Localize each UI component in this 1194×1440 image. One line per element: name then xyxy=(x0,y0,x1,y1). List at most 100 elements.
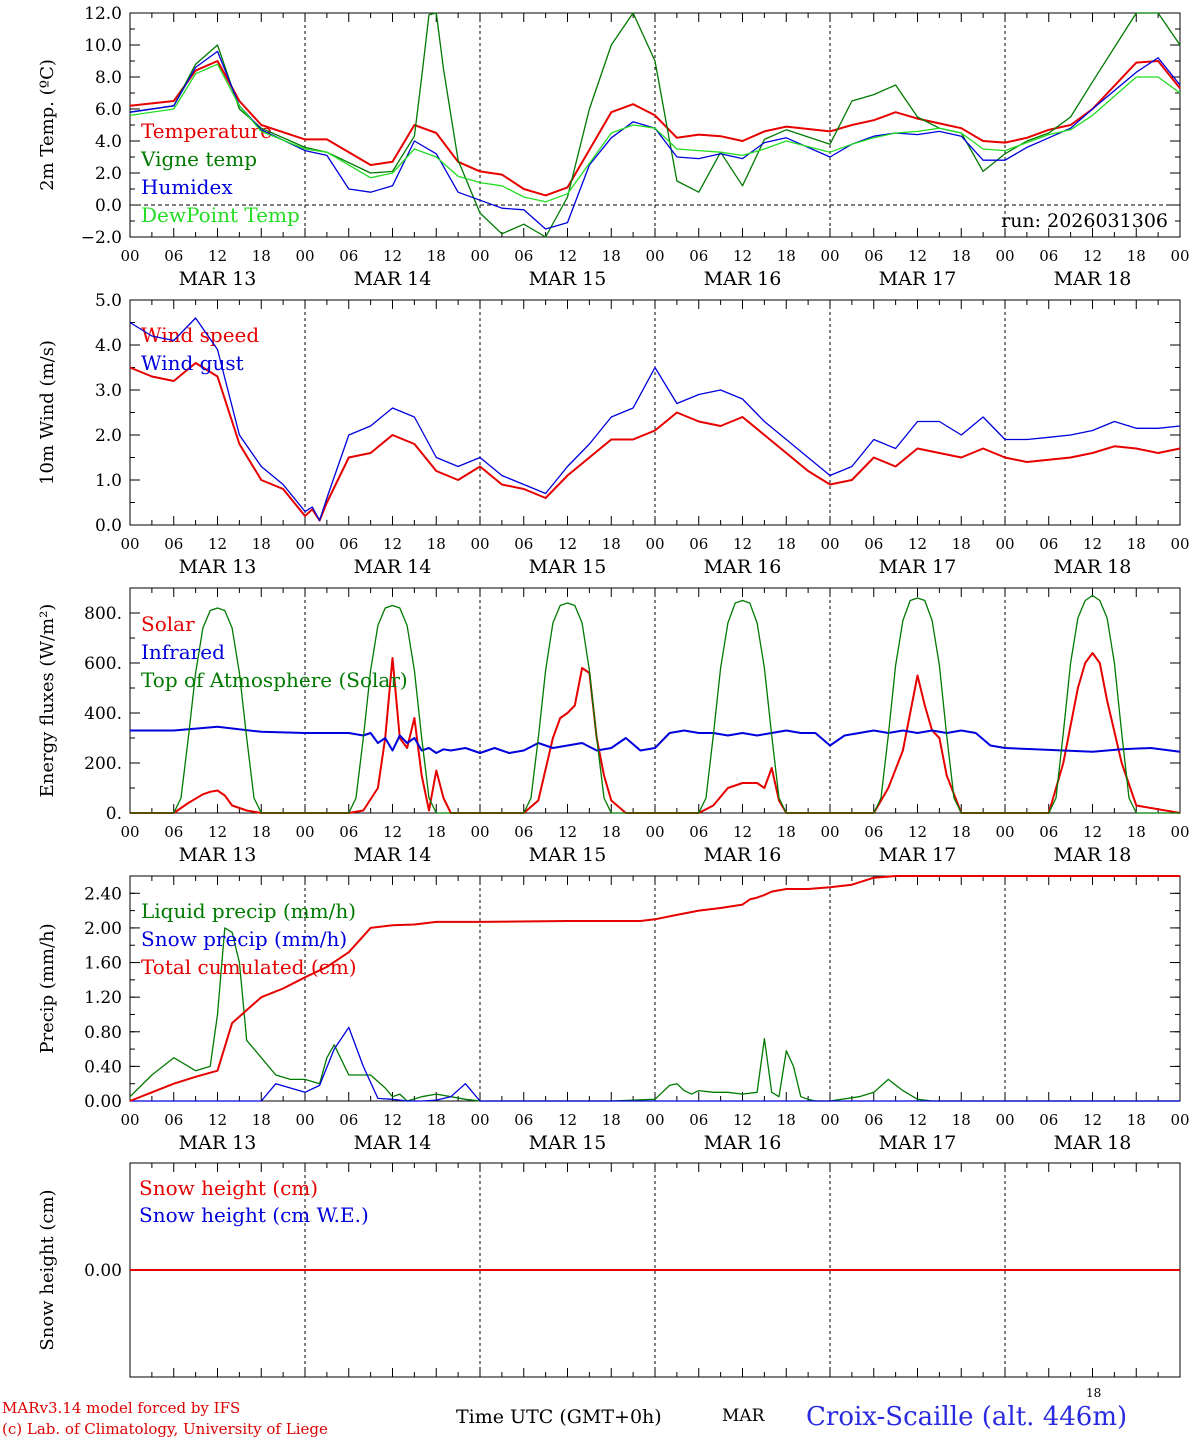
x-tick-label: 18 xyxy=(952,247,971,265)
x-tick-label: 18 xyxy=(602,823,621,841)
y-tick-label: 0.80 xyxy=(84,1023,122,1043)
x-tick-label: 06 xyxy=(164,1111,183,1129)
y-axis-label: Snow height (cm) xyxy=(37,1189,58,1350)
x-tick-label: 18 xyxy=(602,535,621,553)
y-axis-label: Energy fluxes (W/m²) xyxy=(37,604,58,798)
y-tick-label: 0.40 xyxy=(84,1057,122,1077)
y-tick-label: 3.0 xyxy=(95,381,122,401)
y-tick-label: 1.20 xyxy=(84,988,122,1008)
x-tick-label: 18 xyxy=(252,1111,271,1129)
day-label: MAR 18 xyxy=(1054,556,1132,578)
x-tick-label: 00 xyxy=(1170,823,1189,841)
x-tick-label: 06 xyxy=(164,823,183,841)
x-tick-label: 12 xyxy=(908,823,927,841)
y-tick-label: 2.0 xyxy=(95,164,122,184)
x-tick-label: 12 xyxy=(558,247,577,265)
x-tick-label: 00 xyxy=(645,1111,664,1129)
day-label: MAR 17 xyxy=(879,268,957,290)
x-tick-label: 00 xyxy=(995,1111,1014,1129)
x-tick-label: 06 xyxy=(864,247,883,265)
day-label: MAR 17 xyxy=(879,1132,957,1154)
y-tick-label: 0. xyxy=(106,804,122,824)
x-tick-label: 06 xyxy=(1039,823,1058,841)
y-tick-label: 1.0 xyxy=(95,471,122,491)
day-label: MAR 16 xyxy=(704,556,782,578)
x-tick-label: 06 xyxy=(514,535,533,553)
x-tick-label: 18 xyxy=(777,823,796,841)
legend-snow-height-cm-w-e-: Snow height (cm W.E.) xyxy=(139,1203,369,1227)
day-label: MAR 18 xyxy=(1054,268,1132,290)
x-tick-label: 06 xyxy=(689,823,708,841)
x-tick-label: 12 xyxy=(383,535,402,553)
x-tick-label: 00 xyxy=(295,535,314,553)
legend-humidex: Humidex xyxy=(141,175,233,199)
x-tick-label: 00 xyxy=(470,1111,489,1129)
x-tick-label: 12 xyxy=(558,1111,577,1129)
x-tick-label: 18 xyxy=(602,247,621,265)
panel-3: 0. 200. 400. 600. 800. Energy fluxes (W/m²) 00… xyxy=(37,587,1190,866)
x-tick-label: 06 xyxy=(164,535,183,553)
x-tick-label: 00 xyxy=(995,823,1014,841)
y-tick-label: 8.0 xyxy=(95,68,122,88)
x-tick-label: 06 xyxy=(864,823,883,841)
x-tick-label: 12 xyxy=(558,823,577,841)
panel-4: 0.00 0.40 0.80 1.20 1.60 2.00 2.40 Precip (mm/h… xyxy=(37,875,1190,1154)
x-tick-label: 00 xyxy=(120,535,139,553)
x-tick-label: 12 xyxy=(208,1111,227,1129)
series-line-snow-precip-mm-h- xyxy=(130,1026,1180,1102)
x-tick-label: 06 xyxy=(689,1111,708,1129)
day-label: MAR 15 xyxy=(529,1132,607,1154)
x-tick-label: 18 xyxy=(427,1111,446,1129)
day-label: MAR 14 xyxy=(354,268,432,290)
x-tick-label: 06 xyxy=(514,1111,533,1129)
y-tick-label: 0.00 xyxy=(84,1261,122,1281)
y-axis-label: Precip (mm/h) xyxy=(37,923,58,1053)
x-tick-label: 06 xyxy=(514,247,533,265)
day-label: MAR 13 xyxy=(179,844,257,866)
x-tick-label: 18 xyxy=(427,823,446,841)
legend-dewpoint-temp: DewPoint Temp xyxy=(141,203,300,227)
x-tick-label: 18 xyxy=(602,1111,621,1129)
day-label: MAR 15 xyxy=(529,268,607,290)
station-title: Croix-Scaille (alt. 446m) xyxy=(806,1402,1128,1432)
x-tick-label: 18 xyxy=(427,535,446,553)
series-line-dewpoint-temp xyxy=(129,63,1181,203)
day-label: MAR 13 xyxy=(179,268,257,290)
day-label: MAR 16 xyxy=(704,844,782,866)
x-tick-label: 00 xyxy=(820,1111,839,1129)
day-label: MAR 18 xyxy=(1054,844,1132,866)
y-tick-label: 800. xyxy=(84,604,122,624)
day-label: MAR 14 xyxy=(354,844,432,866)
legend-wind-speed: Wind speed xyxy=(141,323,259,347)
day-label: MAR 15 xyxy=(529,844,607,866)
y-tick-label: 200. xyxy=(84,754,122,774)
legend-vigne-temp: Vigne temp xyxy=(140,147,257,171)
x-tick-label: 12 xyxy=(733,1111,752,1129)
x-tick-label: 18 xyxy=(427,247,446,265)
x-tick-label: 18 xyxy=(252,247,271,265)
series-line-infrared xyxy=(130,725,1181,754)
x-tick-label: 00 xyxy=(645,823,664,841)
x-tick-label: 00 xyxy=(120,823,139,841)
x-tick-label: 06 xyxy=(1039,1111,1058,1129)
x-tick-label: 06 xyxy=(164,247,183,265)
legend-solar: Solar xyxy=(141,612,195,636)
x-tick-label: 12 xyxy=(733,247,752,265)
y-tick-label: 6.0 xyxy=(95,100,122,120)
x-tick-label: 12 xyxy=(383,247,402,265)
x-tick-label: 06 xyxy=(864,535,883,553)
model-line: MARv3.14 model forced by IFS xyxy=(2,1399,241,1417)
legend-top-of-atmosphere-solar-: Top of Atmosphere (Solar) xyxy=(141,668,408,692)
x-tick-label: 00 xyxy=(295,823,314,841)
time-axis-label: Time UTC (GMT+0h) xyxy=(456,1406,662,1428)
x-tick-label: 06 xyxy=(689,247,708,265)
x-tick-label: 12 xyxy=(383,1111,402,1129)
x-tick-label: 18 xyxy=(1127,247,1146,265)
month-label: MAR xyxy=(722,1406,765,1426)
x-tick-label: 00 xyxy=(995,535,1014,553)
x-tick-label: 18 xyxy=(252,823,271,841)
model-credit: MARv3.14 model forced by IFS (c) Lab. of… xyxy=(2,1398,328,1440)
panel-1: −2.0 0.0 2.0 4.0 6.0 8.0 10.0 12.0 2m Temp. (ºC)… xyxy=(37,4,1190,290)
x-tick-label: 06 xyxy=(339,247,358,265)
x-tick-label: 12 xyxy=(383,823,402,841)
